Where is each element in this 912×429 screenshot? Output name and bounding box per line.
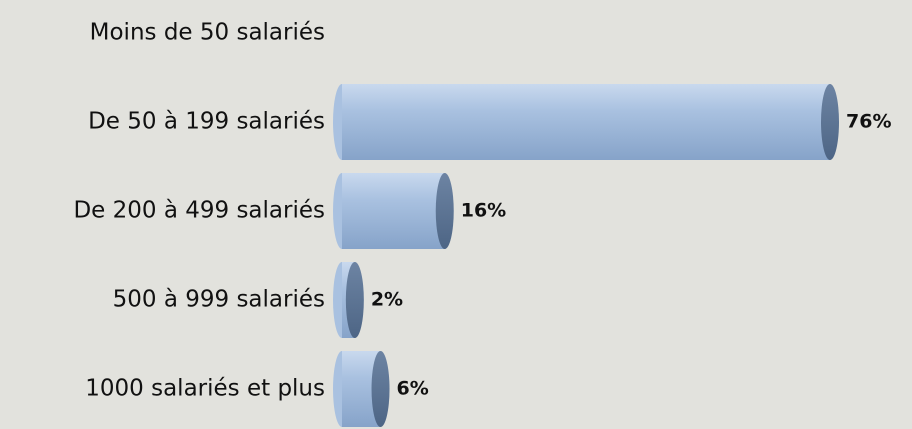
bar-cap: [435, 173, 454, 249]
value-label: 16%: [461, 200, 506, 222]
category-label: De 200 à 499 salariés: [73, 198, 325, 224]
bar-cap: [345, 262, 364, 338]
bar: [333, 173, 454, 249]
bar-cap: [821, 84, 839, 160]
category-label: Moins de 50 salariés: [90, 20, 325, 46]
category-label: 500 à 999 salariés: [113, 287, 325, 313]
value-label: 76%: [846, 111, 891, 133]
bar-cap: [371, 351, 390, 427]
category-label: De 50 à 199 salariés: [88, 109, 325, 135]
bar: [333, 262, 364, 338]
bar-body: [342, 173, 445, 249]
value-label: 2%: [371, 289, 403, 311]
value-label: 6%: [397, 378, 429, 400]
bar: [333, 84, 839, 160]
bar-body: [342, 84, 830, 160]
bar: [333, 351, 390, 427]
category-label: 1000 salariés et plus: [85, 376, 325, 402]
